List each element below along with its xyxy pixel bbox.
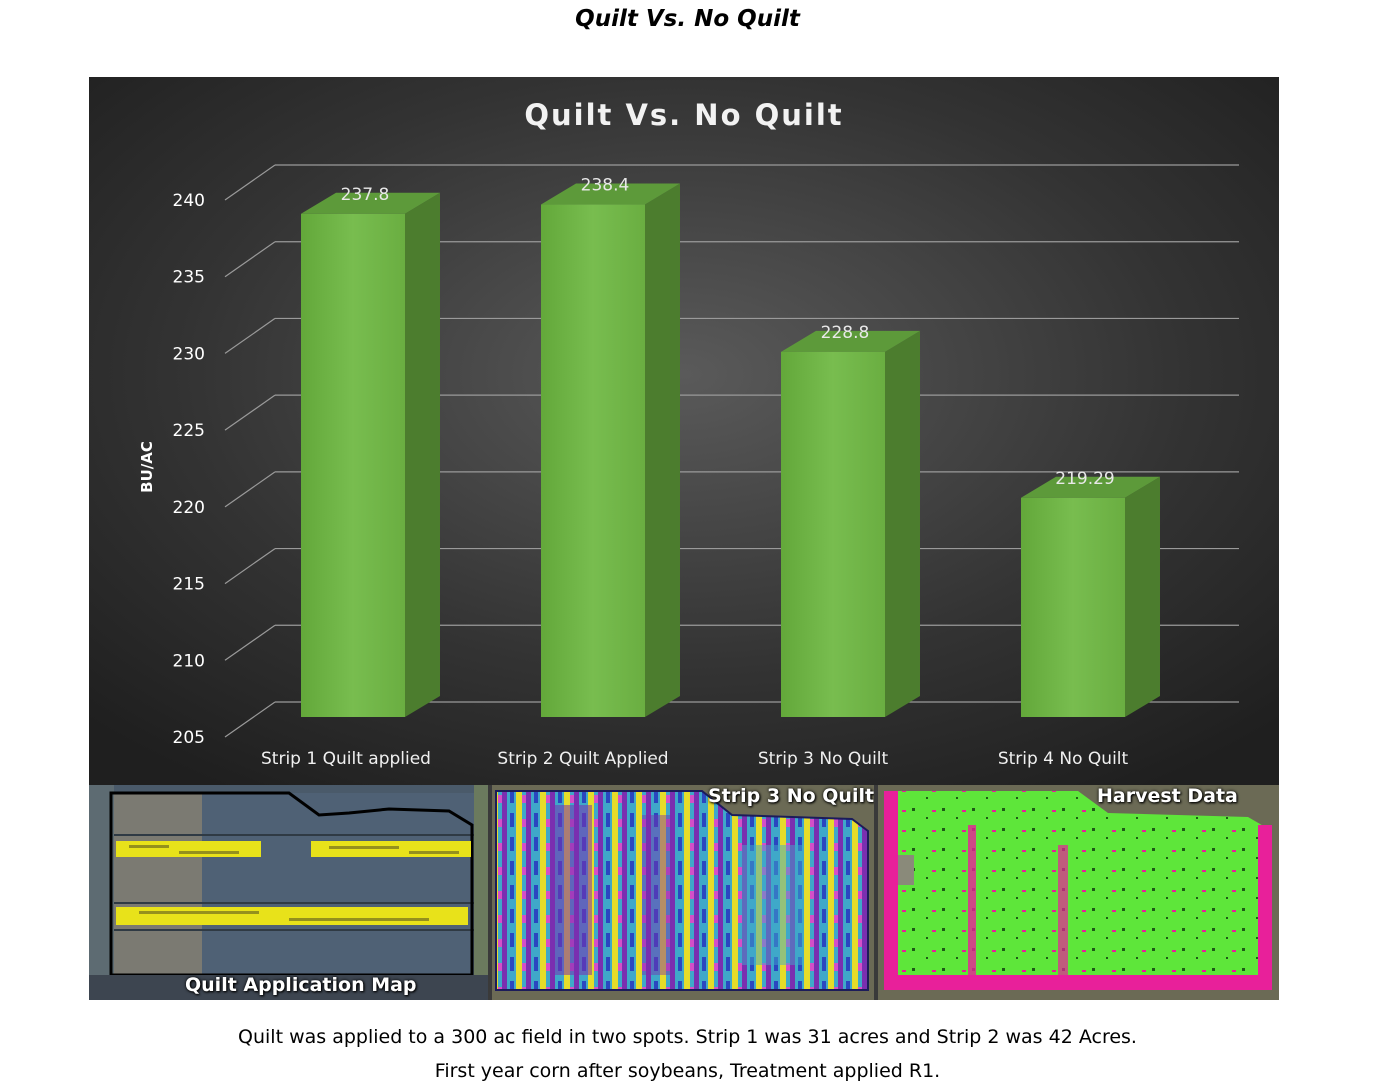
caption-line-1: Quilt was applied to a 300 ac field in t… (238, 1026, 1137, 1048)
y-tick-label: 215 (173, 575, 205, 595)
harvest-map-label: Harvest Data (1097, 785, 1238, 807)
application-map-image (89, 785, 488, 1000)
data-label: 228.8 (821, 323, 870, 343)
harvest-data-map: Harvest Data (878, 785, 1279, 1000)
figure-caption: Quilt was applied to a 300 ac field in t… (0, 1020, 1375, 1088)
y-tick-labels: 205 210 215 220 225 230 235 240 (173, 191, 205, 748)
y-tick-label: 210 (173, 651, 205, 671)
bar (541, 204, 645, 717)
gridline-side (224, 548, 276, 585)
quilt-application-map: Quilt Application Map (89, 785, 488, 1000)
bar-top (301, 192, 440, 214)
x-tick-label: Strip 4 No Quilt (998, 749, 1129, 769)
data-label: 219.29 (1055, 469, 1114, 489)
harvest-map-image (878, 785, 1279, 1000)
bar-side (645, 183, 680, 717)
gridline-side (224, 164, 276, 201)
bars (301, 183, 1160, 718)
data-label: 238.4 (581, 176, 630, 196)
y-tick-label: 235 (173, 268, 205, 288)
strip-3-map-label: Strip 3 No Quilt (708, 785, 874, 807)
y-tick-label: 225 (173, 421, 205, 441)
bar (1021, 497, 1125, 717)
strip-3-no-quilt-map: Strip 3 No Quilt (492, 785, 874, 1000)
bar-side (1125, 476, 1160, 717)
map-images-row: Quilt Application Map Strip 3 No Quilt (89, 785, 1279, 1000)
bar (781, 351, 885, 717)
gridline-side (224, 701, 276, 738)
chart-panel: Quilt Vs. No Quilt BU/AC 205 210 215 220 225… (89, 77, 1279, 785)
chart-title: Quilt Vs. No Quilt (524, 98, 843, 132)
bar-top (781, 330, 920, 352)
y-tick-label: 240 (173, 191, 205, 211)
x-tick-labels: Strip 1 Quilt applied Strip 2 Quilt Appli… (261, 749, 1128, 769)
y-axis-label: BU/AC (138, 441, 156, 493)
caption-line-2: First year corn after soybeans, Treatmen… (434, 1060, 941, 1082)
bar-side (885, 330, 920, 717)
data-labels: 237.8 238.4 228.8 219.29 (341, 176, 1115, 489)
gridline-side (224, 624, 276, 661)
data-label: 237.8 (341, 185, 390, 205)
bar-chart: Quilt Vs. No Quilt BU/AC 205 210 215 220 225… (89, 77, 1279, 785)
gridline-side (224, 241, 276, 278)
y-tick-label: 230 (173, 344, 205, 364)
y-tick-label: 220 (173, 498, 205, 518)
bar-top (1021, 476, 1160, 498)
bar-top (541, 183, 680, 205)
yield-map-image (492, 785, 874, 1000)
y-tick-label: 205 (173, 728, 205, 748)
page-title: Quilt Vs. No Quilt (575, 6, 800, 32)
bar (301, 213, 405, 718)
x-tick-label: Strip 2 Quilt Applied (497, 749, 668, 769)
x-tick-label: Strip 1 Quilt applied (261, 749, 431, 769)
gridline-side (224, 394, 276, 431)
application-map-label: Quilt Application Map (185, 974, 417, 996)
gridline-side (224, 317, 276, 354)
x-tick-label: Strip 3 No Quilt (758, 749, 889, 769)
gridline-side (224, 471, 276, 508)
bar-side (405, 192, 440, 718)
